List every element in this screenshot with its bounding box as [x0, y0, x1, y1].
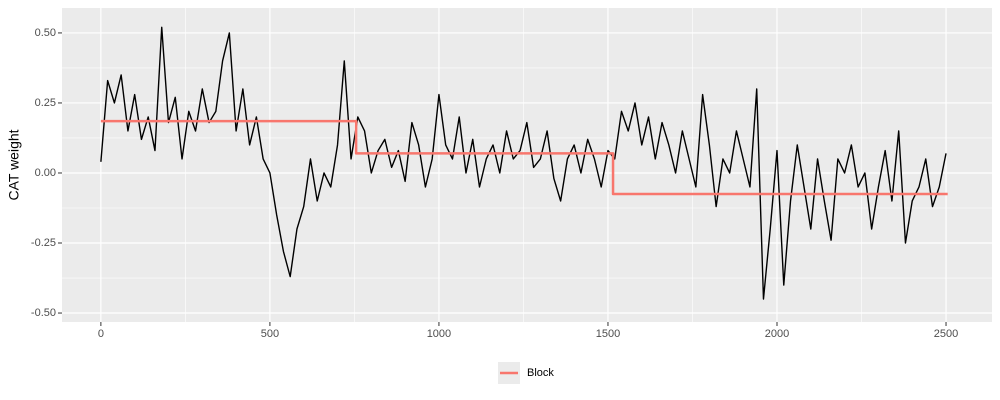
y-tick-label: -0.50: [31, 307, 56, 319]
x-tick-label: 2500: [934, 328, 958, 340]
legend-label: Block: [527, 367, 554, 379]
legend: Block: [498, 362, 554, 384]
y-tick-label: 0.00: [35, 167, 56, 179]
y-tick-label: 0.25: [35, 97, 56, 109]
marks: [100, 26, 948, 300]
y-tick-label: 0.50: [35, 27, 56, 39]
x-tick-label: 500: [261, 328, 279, 340]
y-tick-label: -0.25: [31, 237, 56, 249]
panel: [62, 8, 992, 322]
x-tick-label: 2000: [765, 328, 789, 340]
x-tick-label: 0: [98, 328, 104, 340]
x-tick-label: 1000: [427, 328, 451, 340]
block-line: [100, 119, 948, 196]
x-tick-label: 1500: [596, 328, 620, 340]
y-axis-title: CAT weight: [6, 129, 22, 200]
